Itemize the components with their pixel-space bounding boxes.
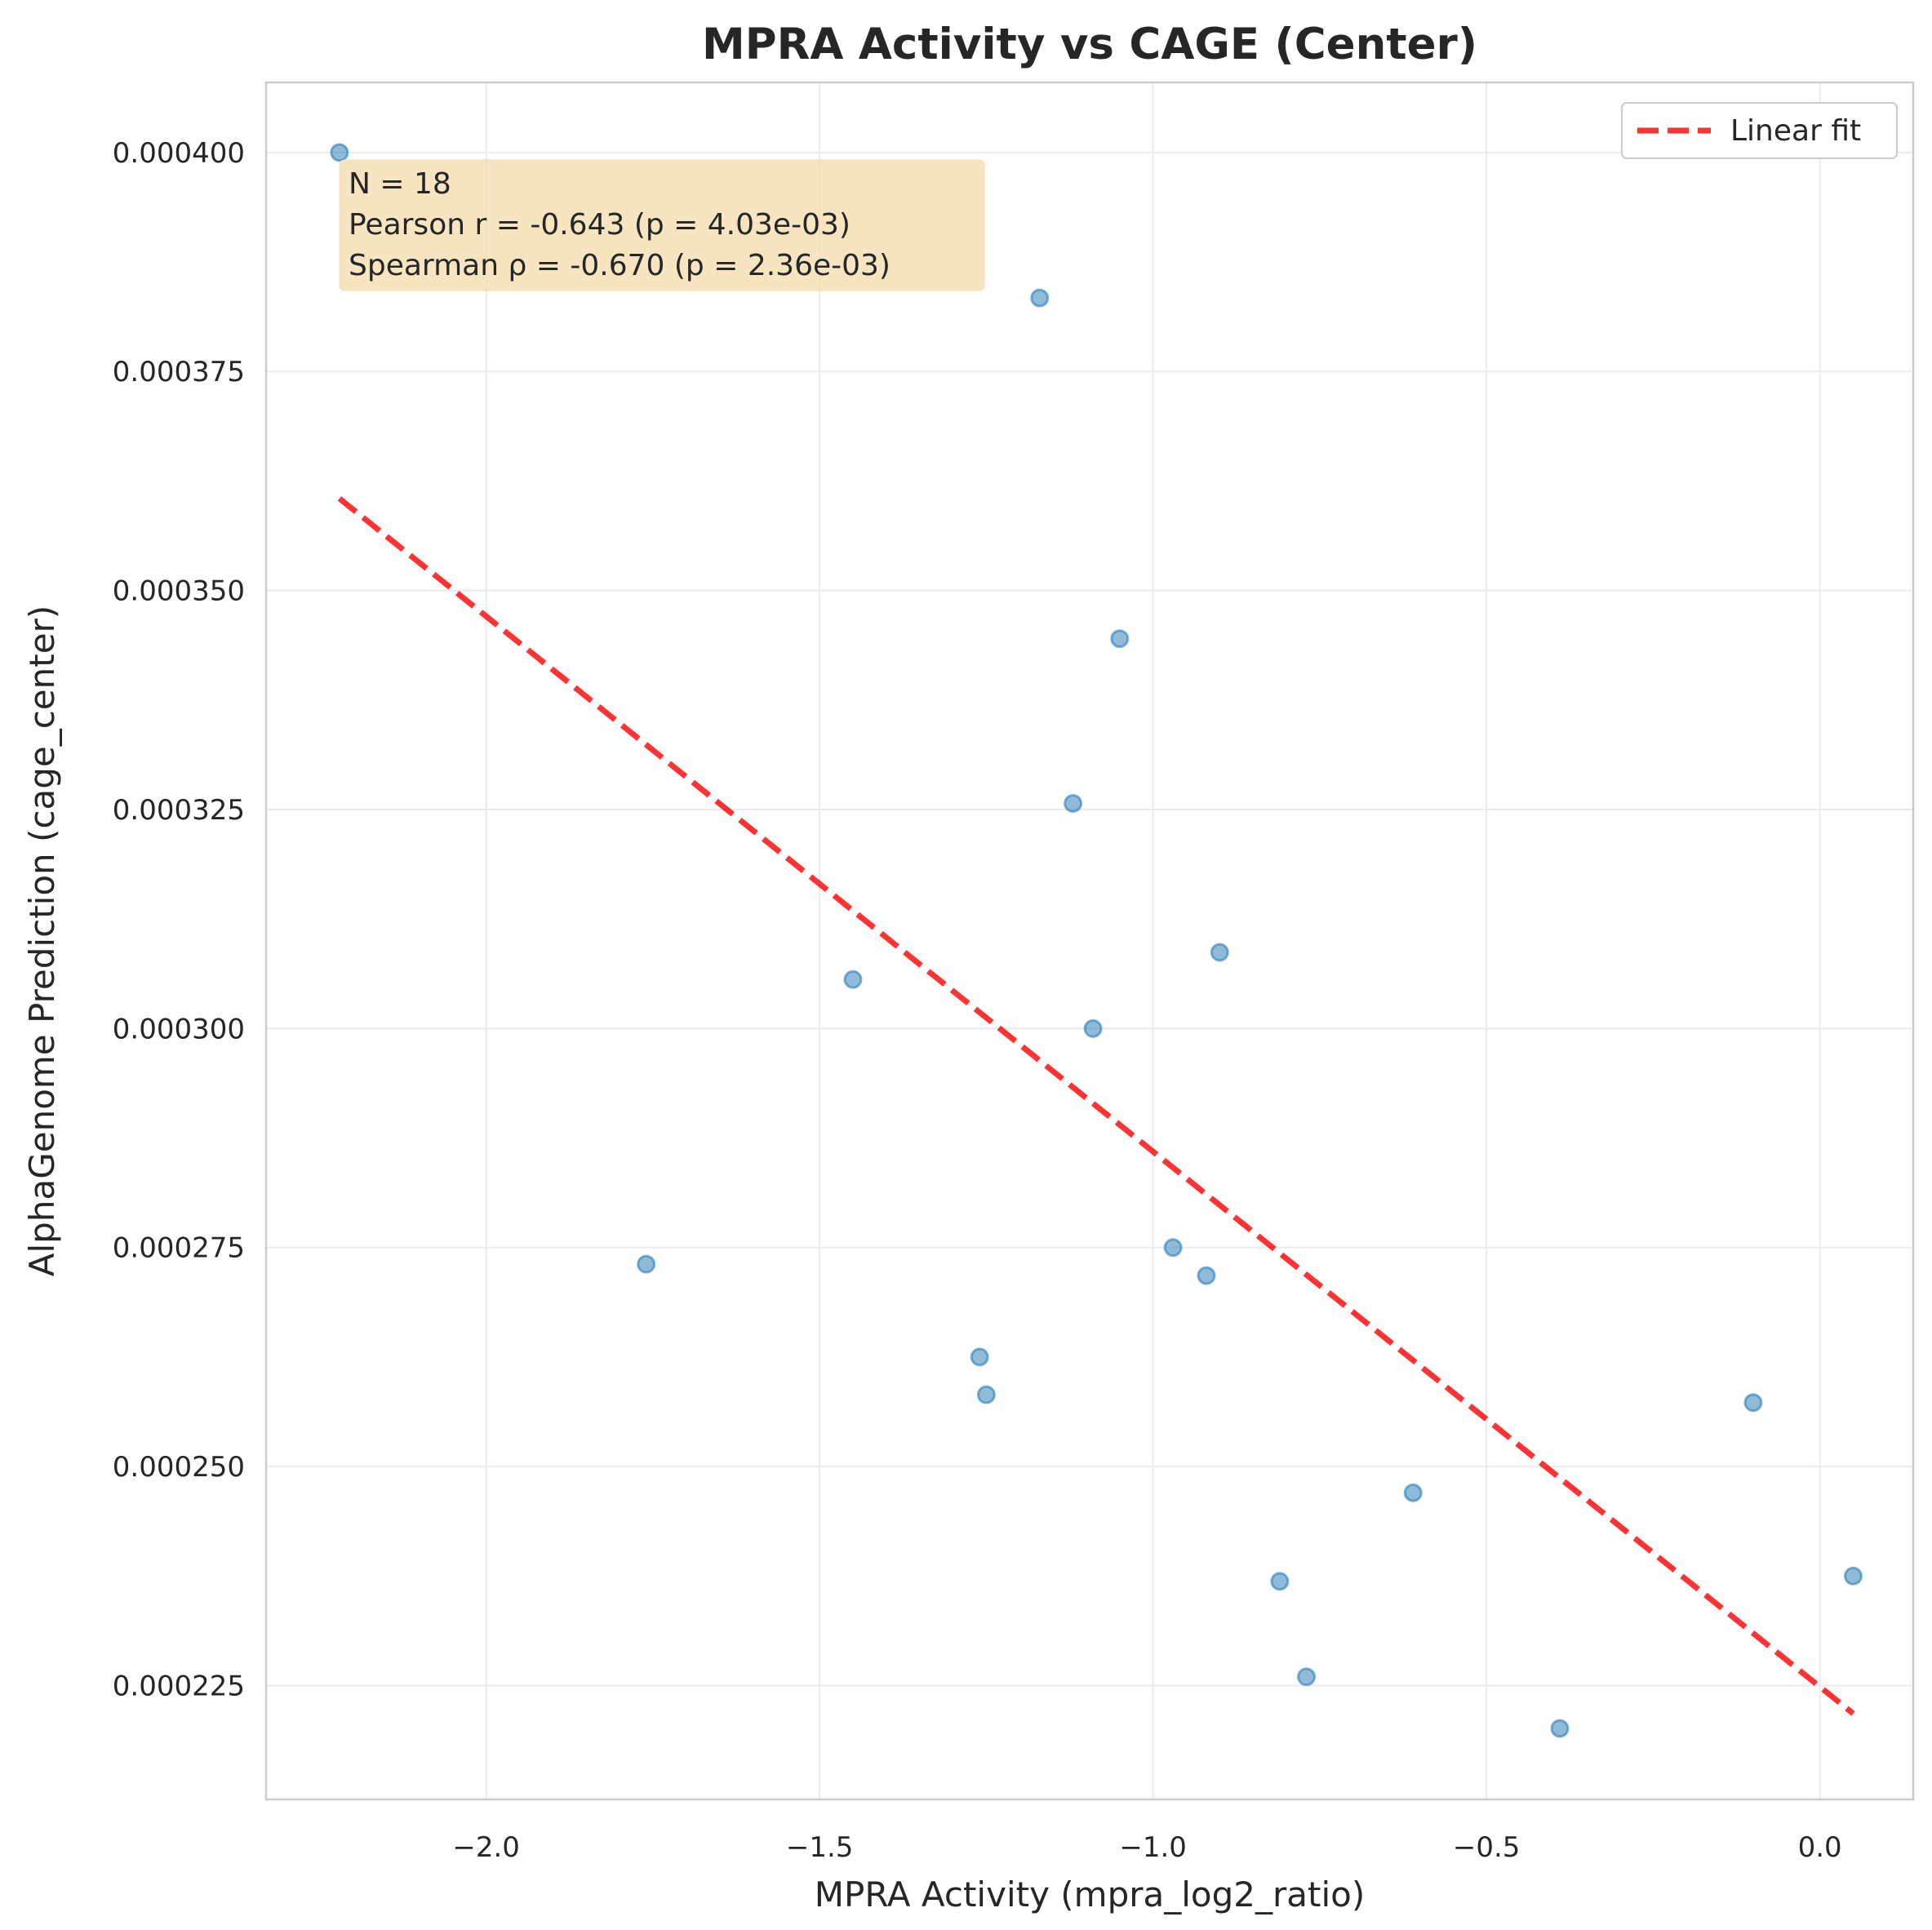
stats-annotation: N = 18 Pearson r = -0.643 (p = 4.03e-03)…: [339, 159, 985, 291]
y-tick-label: 0.000400: [113, 137, 245, 170]
data-point: [1197, 1266, 1216, 1285]
stats-spearman-label: Spearman ρ = -0.670 (p = 2.36e-03): [349, 249, 890, 282]
data-point: [1297, 1667, 1317, 1687]
linear-fit-line: [337, 496, 1855, 1716]
y-tick-label: 0.000250: [113, 1451, 245, 1484]
y-tick-label: 0.000225: [113, 1670, 245, 1702]
data-point: [637, 1254, 656, 1274]
stats-pearson-label: Pearson r = -0.643 (p = 4.03e-03): [349, 208, 851, 242]
data-point: [970, 1347, 989, 1367]
x-tick-label: 0.0: [1798, 1831, 1842, 1864]
data-point: [1083, 1018, 1103, 1038]
data-point: [1843, 1566, 1863, 1586]
stats-box: [339, 159, 985, 291]
data-point: [330, 143, 349, 162]
y-axis-label: AlphaGenome Prediction (cage_center): [22, 606, 62, 1276]
chart-title: MPRA Activity vs CAGE (Center): [702, 20, 1477, 69]
fit-line-layer: [337, 496, 1855, 1716]
data-point: [976, 1385, 996, 1404]
data-point: [1030, 288, 1050, 308]
data-point: [843, 969, 863, 989]
legend-box: [1621, 102, 1898, 159]
y-axis-ticks: 0.000225 0.000250 0.000275 0.000300 0.000325…: [113, 137, 245, 1703]
y-tick-label: 0.000375: [113, 356, 245, 388]
data-points: [330, 143, 1863, 1738]
data-point: [1163, 1238, 1183, 1258]
data-point: [1064, 793, 1083, 813]
data-point: [1550, 1719, 1570, 1738]
data-point: [1210, 943, 1229, 962]
y-tick-label: 0.000325: [113, 794, 245, 827]
data-point: [1743, 1393, 1763, 1413]
y-tick-label: 0.000300: [113, 1013, 245, 1045]
legend: Linear fit: [1621, 102, 1898, 159]
plot-area-frame: [264, 81, 1915, 1801]
data-point: [1270, 1572, 1290, 1591]
stats-n-label: N = 18: [349, 167, 451, 201]
x-axis-label: MPRA Activity (mpra_log2_ratio): [815, 1875, 1365, 1914]
x-tick-label: −1.5: [786, 1831, 854, 1864]
data-point: [1110, 629, 1130, 649]
x-axis-ticks: −2.0 −1.5 −1.0 −0.5 0.0: [452, 1831, 1841, 1864]
y-tick-label: 0.000350: [113, 575, 245, 608]
y-tick-label: 0.000275: [113, 1232, 245, 1265]
x-tick-label: −1.0: [1119, 1831, 1187, 1864]
x-tick-label: −2.0: [452, 1831, 520, 1864]
data-point: [1403, 1483, 1423, 1502]
x-tick-label: −0.5: [1453, 1831, 1521, 1864]
grid: [266, 82, 1913, 1799]
legend-label-linear-fit: Linear fit: [1730, 114, 1861, 148]
